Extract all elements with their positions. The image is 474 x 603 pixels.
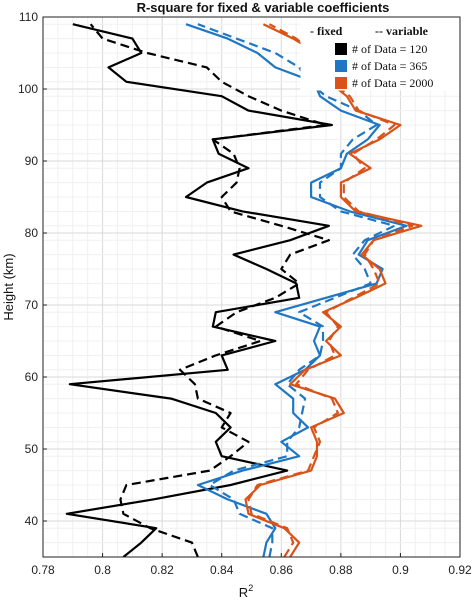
legend-entry-label: # of Data = 365 xyxy=(352,59,427,73)
y-tick-label: 110 xyxy=(19,10,38,24)
y-tick-label: 100 xyxy=(18,82,38,96)
x-tick-label: 0.9 xyxy=(392,563,409,577)
legend-swatch xyxy=(335,60,347,72)
x-tick-label: 0.88 xyxy=(329,563,353,577)
chart-title: R-square for fixed & variable coefficien… xyxy=(137,0,390,15)
y-tick-label: 70 xyxy=(25,298,39,312)
y-tick-labels: 40 50 60 70 80 90 100 110 xyxy=(18,10,47,528)
x-tick-label: 0.92 xyxy=(448,563,472,577)
legend-variable-label: -- variable xyxy=(375,24,429,38)
y-tick-label: 80 xyxy=(25,226,39,240)
series-line-2-dashed xyxy=(89,23,330,557)
plot-frame xyxy=(42,16,461,558)
x-tick-label: 0.82 xyxy=(150,563,174,577)
y-axis-title: Height (km) xyxy=(1,253,16,320)
series-line-6-dashed xyxy=(247,23,414,557)
legend: - fixed -- variable # of Data = 120# of … xyxy=(300,17,460,91)
x-tick-label: 0.8 xyxy=(94,563,111,577)
series-line-1-solid xyxy=(65,23,333,557)
legend-fixed-label: - fixed xyxy=(310,24,343,38)
series-line-4-dashed xyxy=(197,23,396,557)
y-tick-label: 60 xyxy=(25,370,39,384)
x-axis-title-base: R xyxy=(239,585,248,600)
legend-entries: # of Data = 120 # of Data = 365 # of Data … xyxy=(335,42,433,90)
legend-box xyxy=(300,17,460,91)
x-tick-label: 0.86 xyxy=(270,563,294,577)
series-group xyxy=(65,23,423,557)
y-tick-label: 90 xyxy=(25,154,39,168)
legend-entry-label: # of Data = 120 xyxy=(352,42,427,56)
y-tick-label: 40 xyxy=(25,514,39,528)
x-tick-label: 0.84 xyxy=(210,563,234,577)
x-tick-labels: 0.78 0.8 0.82 0.84 0.86 0.88 0.9 0.92 xyxy=(31,553,472,577)
legend-swatch xyxy=(335,43,347,55)
x-tick-label: 0.78 xyxy=(31,563,55,577)
x-axis-title: R2 xyxy=(239,583,253,600)
y-tick-label: 50 xyxy=(25,442,39,456)
series-layer xyxy=(65,23,423,557)
x-axis-title-superscript: 2 xyxy=(248,583,253,593)
legend-swatch xyxy=(335,77,347,89)
series-line-5-solid xyxy=(244,23,423,557)
legend-entry-label: # of Data = 2000 xyxy=(352,76,433,90)
